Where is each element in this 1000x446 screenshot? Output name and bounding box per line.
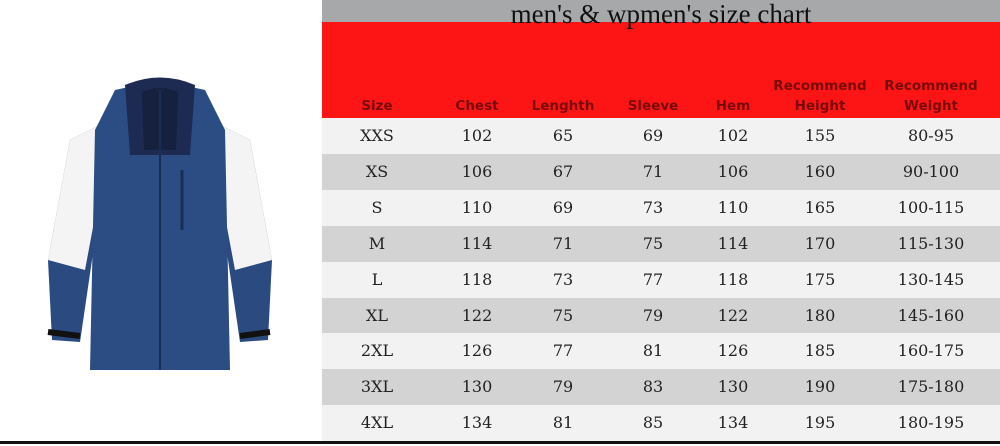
table-cell: 79 — [552, 377, 574, 397]
table-row: S 110 69 73 110 165 100-115 — [322, 189, 1000, 226]
table-cell: 106 — [461, 161, 493, 181]
table-cell: 69 — [642, 126, 664, 145]
chart-title: men's & wpmen's size chart — [510, 0, 812, 29]
table-cell: 195 — [804, 413, 836, 433]
table-cell: 85 — [642, 413, 664, 433]
table-cell: 90-100 — [902, 161, 960, 181]
table-cell: 79 — [642, 305, 664, 325]
table-cell: XXS — [360, 126, 394, 145]
table-cell: S — [371, 197, 383, 217]
column-header-line2: Chest — [455, 98, 499, 114]
table-cell: 83 — [642, 377, 664, 397]
table-row: M 114 71 75 114 170 115-130 — [322, 225, 1000, 262]
table-header: Size Chest Lenghth Sleeve Hem Recommend Height… — [322, 22, 1000, 118]
table-cell: 114 — [461, 233, 493, 253]
table-cell: 115-130 — [897, 233, 965, 253]
table-cell: 106 — [717, 161, 749, 181]
column-header: Lenghth — [532, 96, 595, 116]
table-cell: 102 — [717, 126, 749, 145]
table-cell: 130 — [461, 377, 493, 397]
table-cell: 80-95 — [907, 126, 955, 145]
column-header: Size — [361, 96, 392, 116]
table-cell: 118 — [461, 269, 493, 289]
table-cell: 175-180 — [897, 377, 965, 397]
table-cell: 170 — [804, 233, 836, 253]
table-cell: 134 — [717, 413, 749, 433]
table-cell: 122 — [461, 305, 493, 325]
table-cell: 73 — [642, 197, 664, 217]
table-cell: 75 — [642, 233, 664, 253]
table-cell: 175 — [804, 269, 836, 289]
column-header-line2: Height — [794, 98, 846, 114]
table-cell: 190 — [804, 377, 836, 397]
table-cell: 65 — [552, 126, 574, 145]
table-cell: 110 — [461, 197, 493, 217]
column-header: Hem — [716, 96, 751, 116]
table-cell: 77 — [552, 341, 574, 361]
table-row: 3XL 130 79 83 130 190 175-180 — [322, 369, 1000, 406]
table-row: 4XL 134 81 85 134 195 180-195 — [322, 405, 1000, 442]
bottom-divider — [0, 441, 1000, 444]
table-cell: 75 — [552, 305, 574, 325]
table-cell: 2XL — [360, 341, 394, 361]
table-cell: 4XL — [360, 413, 394, 433]
table-row: XS 106 67 71 106 160 90-100 — [322, 153, 1000, 190]
column-header-line1: Recommend — [773, 78, 867, 94]
table-cell: 180 — [804, 305, 836, 325]
table-row: L 118 73 77 118 175 130-145 — [322, 261, 1000, 298]
table-cell: 130 — [717, 377, 749, 397]
table-cell: 100-115 — [897, 197, 965, 217]
table-cell: 67 — [552, 161, 574, 181]
column-header-line2: Sleeve — [627, 98, 679, 114]
table-cell: 160 — [804, 161, 836, 181]
table-cell: 122 — [717, 305, 749, 325]
table-cell: 73 — [552, 269, 574, 289]
table-row: XL 122 75 79 122 180 145-160 — [322, 297, 1000, 334]
title-band — [322, 0, 1000, 22]
size-chart: men's & wpmen's size chart Size Chest Leng… — [322, 0, 1000, 442]
table-cell: 145-160 — [897, 305, 965, 325]
table-cell: 126 — [717, 341, 749, 361]
jacket-product-image — [47, 77, 272, 370]
table-cell: 130-145 — [897, 269, 965, 289]
column-header-line2: Lenghth — [531, 98, 595, 114]
table-cell: M — [368, 233, 386, 253]
column-header-line1: Recommend — [884, 78, 978, 94]
table-cell: 81 — [642, 341, 664, 361]
table-cell: 126 — [461, 341, 493, 361]
column-header-line2: Size — [361, 98, 393, 114]
table-cell: L — [371, 269, 383, 289]
column-header: Chest — [455, 96, 498, 116]
table-cell: 110 — [717, 197, 749, 217]
table-cell: 3XL — [360, 377, 394, 397]
column-header-line2: Weight — [904, 98, 958, 114]
table-row: XXS 102 65 69 102 155 80-95 — [322, 118, 1000, 154]
table-cell: 77 — [642, 269, 664, 289]
table-cell: 81 — [552, 413, 574, 433]
table-cell: 71 — [642, 161, 664, 181]
column-header-line2: Hem — [715, 98, 751, 114]
table-row: 2XL 126 77 81 126 185 160-175 — [322, 333, 1000, 370]
table-cell: 69 — [552, 197, 574, 217]
column-header: Recommend Height — [773, 76, 866, 116]
table-cell: 155 — [804, 126, 836, 145]
table-cell: 165 — [804, 197, 836, 217]
table-cell: 71 — [552, 233, 574, 253]
column-header: Sleeve — [628, 96, 679, 116]
column-header: Recommend Weight — [884, 76, 977, 116]
table-cell: 102 — [461, 126, 493, 145]
table-cell: 134 — [461, 413, 493, 433]
table-cell: 118 — [717, 269, 749, 289]
table-cell: 185 — [804, 341, 836, 361]
table-cell: 180-195 — [897, 413, 965, 433]
table-cell: XL — [365, 305, 389, 325]
table-cell: 160-175 — [897, 341, 965, 361]
table-cell: XS — [365, 161, 389, 181]
table-cell: 114 — [717, 233, 749, 253]
